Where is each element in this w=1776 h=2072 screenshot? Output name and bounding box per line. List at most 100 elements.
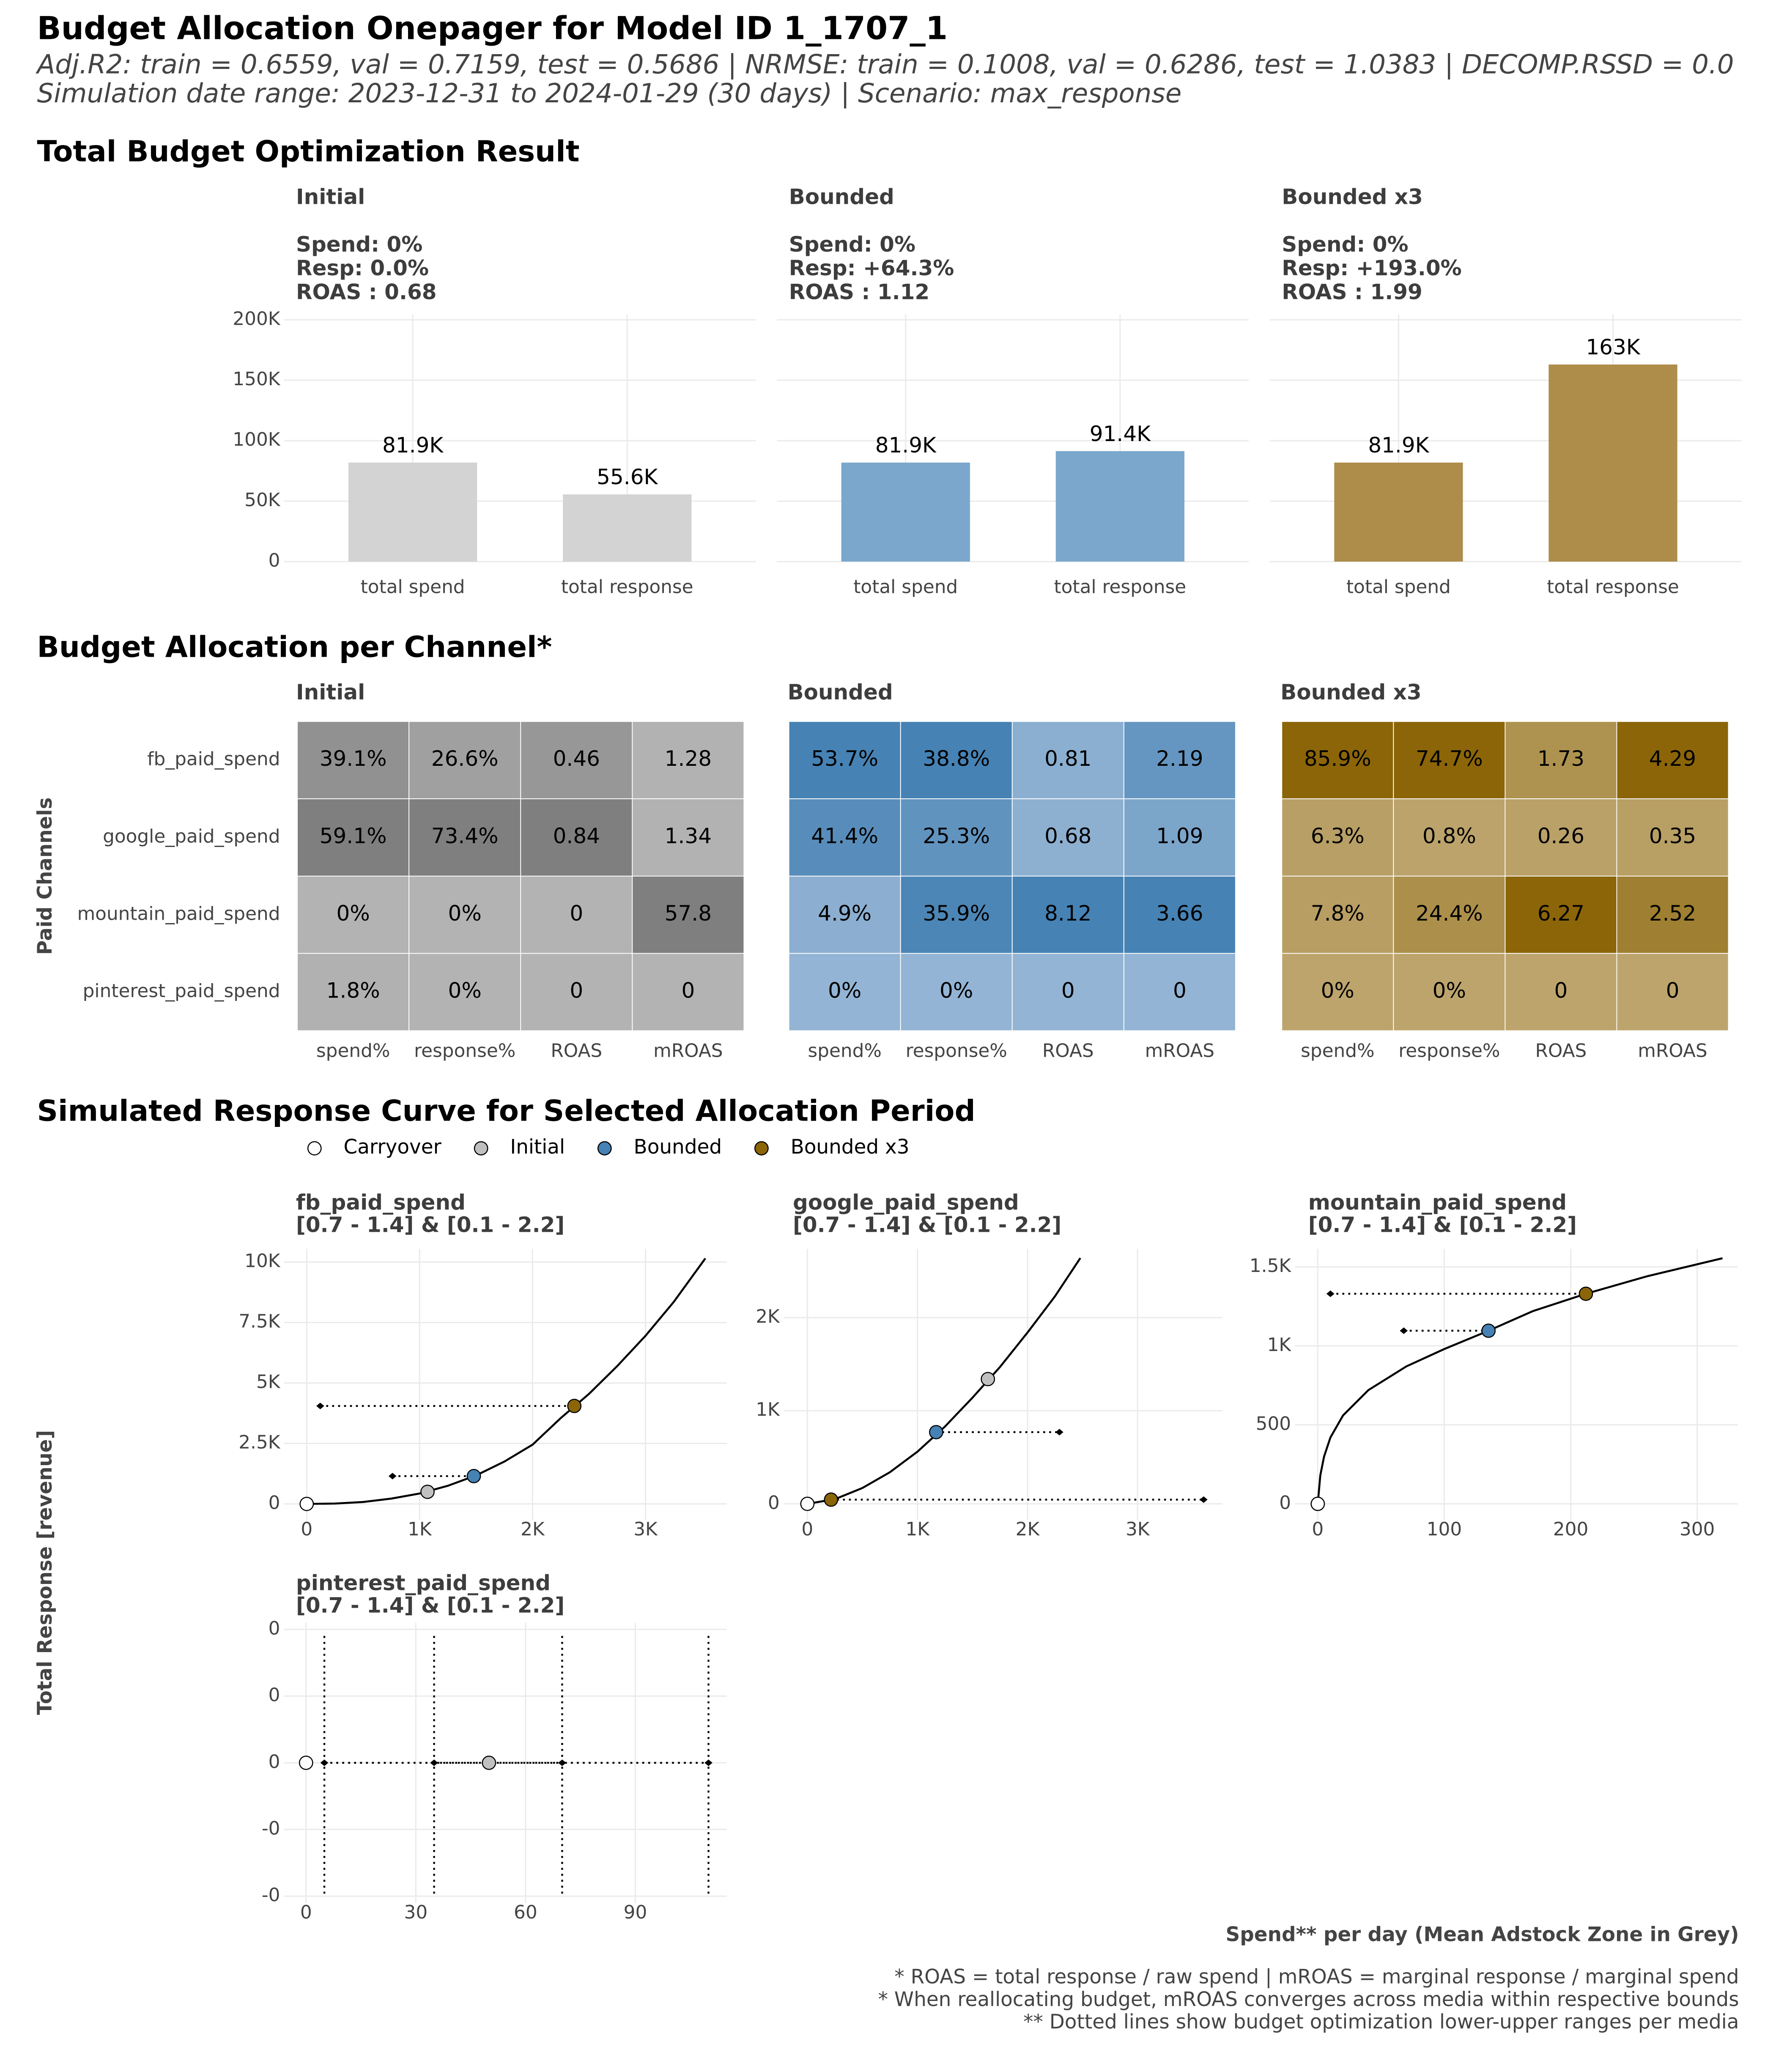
axis-title: Total Response [revenue] (33, 1430, 57, 1715)
y-tick-label: 100K (233, 429, 281, 450)
panel-title: Initial (296, 680, 365, 704)
x-tick-label: 30 (404, 1902, 428, 1923)
heatmap-cell (1011, 953, 1124, 1031)
cell-label: 4.9% (818, 901, 872, 926)
x-tick-label: 2K (1016, 1518, 1040, 1540)
panel-title: pinterest_paid_spend (296, 1570, 551, 1595)
x-tick-label: 200 (1553, 1518, 1589, 1540)
heatmap-cell (788, 798, 901, 877)
page-subtitle: Adj.R2: train = 0.6559, val = 0.7159, te… (36, 49, 1734, 80)
heatmap-cell (1123, 798, 1236, 877)
panel-title: fb_paid_spend (296, 1190, 466, 1214)
x-tick-label: 1K (408, 1518, 432, 1540)
cell-label: 38.8% (923, 746, 990, 771)
y-tick-label: 0 (1279, 1492, 1291, 1513)
allocation-point (1579, 1286, 1593, 1301)
panel-subtitle: [0.7 - 1.4] & [0.1 - 2.2] (793, 1213, 1061, 1237)
bound-marker (1055, 1429, 1063, 1436)
cell-label: 0% (828, 978, 861, 1003)
bar (348, 462, 477, 562)
panel-title: mountain_paid_spend (1308, 1190, 1567, 1214)
section-title: Simulated Response Curve for Selected Al… (37, 1094, 976, 1128)
cell-label: 0% (1321, 978, 1354, 1003)
cell-label: 35.9% (923, 901, 990, 926)
heatmap-cell (632, 721, 745, 799)
allocation-point (466, 1469, 481, 1483)
x-tick-label: 300 (1680, 1518, 1715, 1540)
heatmap-cell (1393, 798, 1506, 877)
x-tick-label: total spend (853, 576, 958, 598)
bound-marker (316, 1403, 324, 1409)
cell-label: 0% (336, 901, 370, 926)
cell-label: 1.73 (1538, 746, 1584, 771)
y-tick-label: 1K (1267, 1334, 1292, 1356)
cell-label: 24.4% (1416, 901, 1483, 926)
x-tick-label: 0 (300, 1902, 312, 1923)
panel-title: Bounded (789, 184, 894, 209)
heatmap-cell (1505, 875, 1617, 954)
heatmap-cell (788, 953, 901, 1031)
bound-marker (388, 1472, 397, 1480)
heatmap-cell (1281, 953, 1394, 1031)
legend-marker (474, 1141, 488, 1156)
heatmap-cell (1393, 721, 1506, 799)
panel-title: google_paid_spend (793, 1190, 1019, 1214)
heatmap-cell (632, 953, 745, 1031)
panel-subtitle: ROAS : 1.12 (789, 280, 930, 304)
panel-title: Bounded x3 (1280, 680, 1422, 704)
bar (1549, 365, 1677, 562)
heatmap-cell (1393, 953, 1506, 1031)
x-tick-label: total response (561, 576, 693, 598)
y-tick-label: 1K (756, 1399, 780, 1420)
x-tick-label: total spend (1346, 576, 1451, 598)
x-tick-label: 0 (301, 1518, 312, 1540)
cell-label: 85.9% (1304, 746, 1371, 771)
cell-label: 1.8% (326, 978, 380, 1003)
allocation-point (567, 1399, 582, 1413)
cell-label: 59.1% (320, 824, 387, 848)
x-tick-label: mROAS (1145, 1040, 1214, 1062)
cell-label: 0.46 (553, 746, 600, 771)
x-tick-label: ROAS (551, 1040, 602, 1062)
allocation-point (800, 1496, 815, 1511)
heatmap-cell (1505, 953, 1617, 1031)
page-subtitle: Simulation date range: 2023-12-31 to 202… (37, 78, 1182, 109)
y-tick-label: 150K (233, 368, 281, 390)
heatmap-cell (788, 721, 901, 799)
footnote: * ROAS = total response / raw spend | mR… (894, 1965, 1739, 1989)
cell-label: 0% (940, 978, 973, 1003)
x-tick-label: 2K (521, 1518, 545, 1540)
cell-label: 4.29 (1649, 746, 1696, 771)
cell-label: 0% (1433, 978, 1466, 1003)
cell-label: 0.8% (1422, 824, 1476, 848)
cell-label: 0.26 (1538, 824, 1584, 848)
data-label: 55.6K (597, 465, 658, 489)
cell-label: 74.7% (1416, 746, 1483, 771)
response-curve (807, 1257, 1081, 1505)
cell-label: 0 (1173, 978, 1187, 1003)
panel-subtitle: Spend: 0% (296, 232, 422, 257)
x-tick-label: 3K (633, 1518, 658, 1540)
panel-subtitle: [0.7 - 1.4] & [0.1 - 2.2] (1308, 1213, 1577, 1237)
cell-label: 39.1% (320, 746, 387, 771)
panel-subtitle: [0.7 - 1.4] & [0.1 - 2.2] (296, 1593, 565, 1618)
allocation-point (299, 1755, 313, 1770)
cell-label: 0.84 (553, 824, 600, 848)
allocation-point (929, 1425, 943, 1439)
heatmap-cell (1123, 875, 1236, 954)
y-tick-label: fb_paid_spend (147, 748, 280, 770)
heatmap-cell (297, 721, 410, 799)
bound-marker (1400, 1327, 1408, 1334)
x-tick-label: 0 (801, 1518, 813, 1540)
y-tick-label: mountain_paid_spend (77, 903, 280, 924)
cell-label: 57.8 (665, 901, 712, 926)
heatmap-cell (1123, 953, 1236, 1031)
y-tick-label: 1.5K (1250, 1255, 1292, 1277)
bound-marker (1326, 1290, 1335, 1297)
allocation-point (1481, 1324, 1496, 1338)
heatmap-cell (408, 875, 521, 954)
legend-label: Bounded x3 (791, 1135, 910, 1159)
heatmap-cell (1281, 721, 1394, 799)
data-label: 91.4K (1090, 422, 1151, 446)
heatmap-cell (1393, 875, 1506, 954)
